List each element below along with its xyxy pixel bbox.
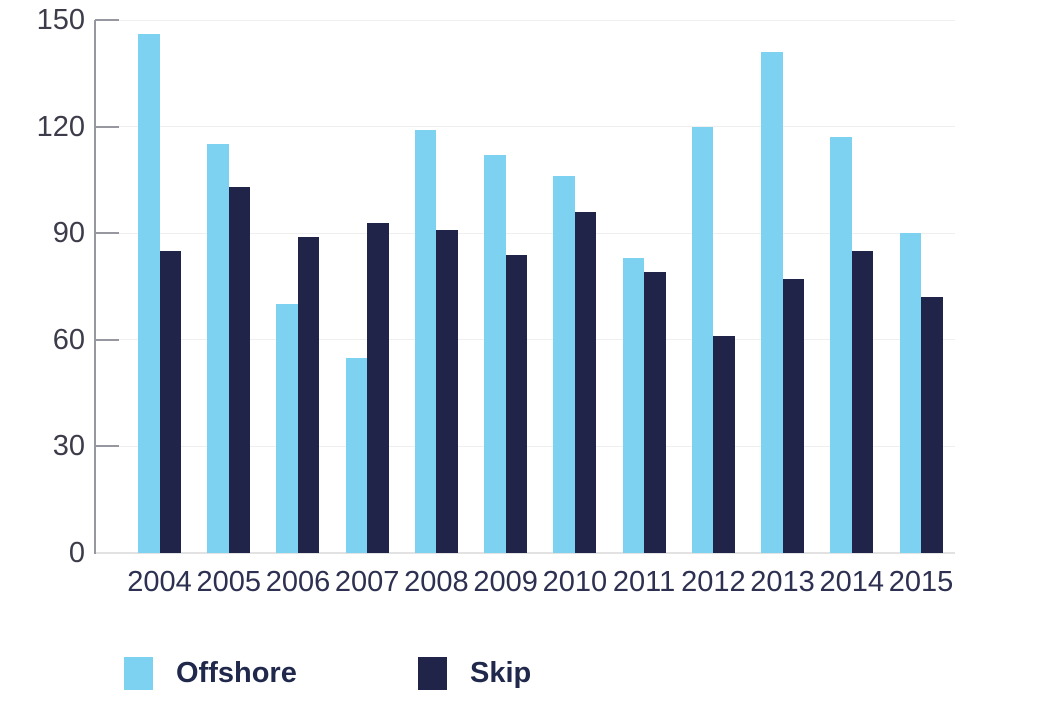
legend-swatch-skip — [418, 657, 447, 690]
y-axis-tick-label-120: 120 — [36, 110, 85, 143]
x-axis-line — [95, 552, 955, 554]
bar-skip-2006[interactable] — [297, 236, 320, 553]
bar-skip-2010[interactable] — [574, 211, 597, 553]
bar-offshore-2010[interactable] — [553, 176, 575, 553]
bar-skip-2004[interactable] — [159, 250, 181, 553]
legend-label-skip: Skip — [470, 657, 532, 689]
x-axis-label-2008: 2008 — [404, 566, 469, 598]
bar-offshore-2004[interactable] — [138, 34, 160, 553]
x-axis-label-2009: 2009 — [473, 566, 538, 598]
y-axis-tick-60 — [95, 338, 119, 341]
bar-skip-2012[interactable] — [713, 336, 735, 553]
y-axis-tick-label-30: 30 — [52, 430, 85, 463]
x-axis-label-2012: 2012 — [681, 566, 746, 598]
bar-offshore-2006[interactable] — [276, 304, 298, 553]
bar-offshore-2005[interactable] — [207, 144, 229, 553]
bar-offshore-2009[interactable] — [484, 155, 506, 553]
x-axis-label-2007: 2007 — [334, 566, 400, 598]
bar-offshore-2015[interactable] — [899, 233, 922, 553]
x-axis-label-2006: 2006 — [265, 566, 331, 598]
legend-swatch-offshore — [124, 657, 153, 690]
legend-item-skip[interactable]: Skip — [418, 657, 531, 690]
gridline-120 — [95, 126, 955, 128]
bar-offshore-2007[interactable] — [345, 357, 368, 553]
legend-item-offshore[interactable]: Offshore — [124, 657, 297, 690]
x-axis-label-2014: 2014 — [819, 566, 885, 598]
bar-skip-2015[interactable] — [921, 297, 943, 553]
x-axis-label-2015: 2015 — [888, 566, 954, 598]
bar-skip-2014[interactable] — [851, 250, 874, 553]
bar-offshore-2013[interactable] — [761, 51, 783, 553]
x-axis-label-2005: 2005 — [196, 566, 261, 598]
x-axis-label-2004: 2004 — [127, 566, 192, 598]
y-axis-line — [94, 20, 96, 554]
bar-skip-2005[interactable] — [228, 187, 251, 553]
x-axis-label-2011: 2011 — [612, 566, 676, 598]
y-axis-tick-label-0: 0 — [68, 537, 85, 569]
y-axis-tick-150 — [95, 19, 119, 21]
x-axis-label-2013: 2013 — [750, 566, 815, 598]
bar-offshore-2008[interactable] — [414, 130, 437, 553]
y-axis-tick-90 — [95, 232, 119, 235]
gridline-150 — [95, 19, 955, 21]
bar-offshore-2014[interactable] — [830, 137, 852, 553]
bar-offshore-2011[interactable] — [622, 258, 645, 553]
y-axis-tick-label-90: 90 — [52, 217, 85, 250]
y-axis-tick-120 — [95, 125, 119, 128]
legend-label-offshore: Offshore — [176, 657, 297, 689]
y-axis-tick-label-150: 150 — [36, 4, 85, 36]
x-axis-label-2010: 2010 — [542, 566, 608, 598]
bar-skip-2009[interactable] — [505, 254, 528, 553]
bar-offshore-2012[interactable] — [691, 126, 714, 553]
y-axis-tick-30 — [95, 445, 119, 448]
gridline-90 — [95, 232, 955, 234]
y-axis-tick-label-60: 60 — [52, 323, 85, 356]
bar-skip-2008[interactable] — [436, 229, 458, 553]
bar-skip-2007[interactable] — [367, 222, 389, 553]
bar-skip-2013[interactable] — [782, 279, 805, 553]
bar-skip-2011[interactable] — [644, 272, 666, 553]
